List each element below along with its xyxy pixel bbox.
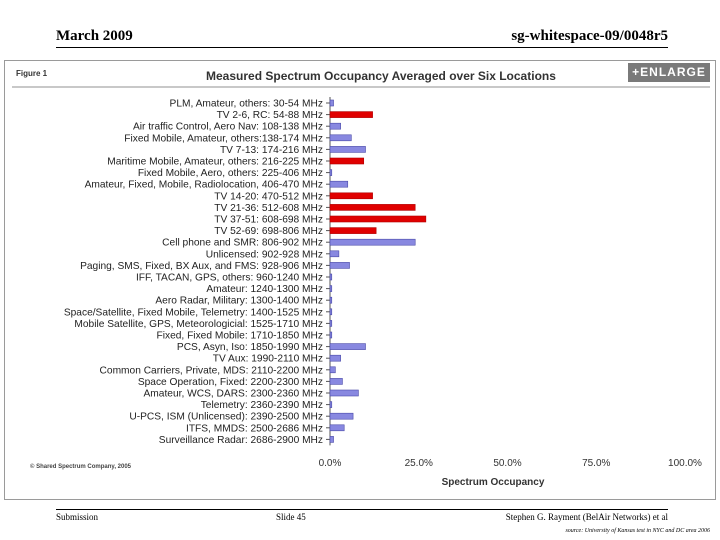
category-label: Aero Radar, Military: 1300-1400 MHz	[155, 296, 323, 307]
category-label: TV 2-6, RC: 54-88 MHz	[217, 110, 323, 121]
figure-frame	[4, 60, 716, 500]
bar	[329, 436, 334, 443]
copyright-text: © Shared Spectrum Company, 2005	[30, 464, 132, 470]
bar	[329, 192, 373, 200]
category-label: Space/Satellite, Fixed Mobile, Telemetry…	[64, 307, 323, 318]
category-label: TV 21-36: 512-608 MHz	[214, 203, 323, 214]
bar	[329, 250, 340, 258]
category-label: Amateur, Fixed, Mobile, Radiolocation, 4…	[85, 180, 323, 191]
category-label: U-PCS, ISM (Unlicensed): 2390-2500 MHz	[129, 412, 323, 423]
bar	[329, 389, 359, 397]
bar	[329, 424, 345, 432]
bar	[329, 122, 341, 130]
category-label: PLM, Amateur, others: 30-54 MHz	[170, 99, 323, 110]
category-label: Fixed, Fixed Mobile: 1710-1850 MHz	[157, 331, 323, 342]
header-doc-id: sg-whitespace-09/0048r5	[511, 28, 668, 44]
bar	[329, 204, 416, 211]
bar	[329, 215, 427, 223]
category-label: Fixed Mobile, Amateur, others:138-174 MH…	[124, 133, 323, 144]
enlarge-button[interactable]: +ENLARGE	[628, 63, 710, 82]
bar	[329, 273, 333, 281]
category-label: TV 7-13: 174-216 MHz	[220, 145, 323, 156]
bar	[329, 262, 350, 269]
bar	[329, 366, 336, 374]
bar	[329, 296, 333, 304]
footer-submission: Submission	[56, 512, 99, 522]
chart-title: Measured Spectrum Occupancy Averaged ove…	[206, 69, 556, 83]
bar	[329, 285, 333, 292]
bar	[329, 320, 333, 327]
bar	[329, 99, 334, 107]
category-label: Amateur: 1240-1300 MHz	[206, 284, 323, 295]
bar	[329, 157, 365, 165]
category-label: Mobile Satellite, GPS, Meteorologicial: …	[74, 319, 323, 330]
category-label: TV 14-20: 470-512 MHz	[214, 191, 323, 202]
x-tick-label: 25.0%	[405, 458, 433, 469]
footer-slide-number: Slide 45	[276, 512, 306, 522]
bar	[329, 227, 377, 234]
bar	[329, 378, 343, 385]
category-label: Space Operation, Fixed: 2200-2300 MHz	[138, 377, 323, 388]
bar	[329, 169, 333, 176]
bar	[329, 412, 354, 420]
x-tick-label: 0.0%	[319, 458, 342, 469]
title-rule	[12, 86, 710, 88]
bar	[329, 308, 333, 316]
category-label: Surveillance Radar: 2686-2900 MHz	[159, 435, 323, 446]
bar	[329, 238, 416, 246]
bar	[329, 146, 366, 153]
x-tick-label: 100.0%	[668, 458, 702, 469]
x-tick-label: 50.0%	[493, 458, 521, 469]
x-tick-label: 75.0%	[582, 458, 610, 469]
category-label: PCS, Asyn, Iso: 1850-1990 MHz	[177, 342, 323, 353]
category-label: Unlicensed: 902-928 MHz	[206, 249, 323, 260]
bar	[329, 331, 333, 339]
header-rule	[56, 47, 668, 48]
category-label: TV 37-51: 608-698 MHz	[214, 215, 323, 226]
category-label: Air traffic Control, Aero Nav: 108-138 M…	[133, 122, 323, 133]
category-label: Common Carriers, Private, MDS: 2110-2200…	[100, 365, 323, 376]
category-label: Amateur, WCS, DARS: 2300-2360 MHz	[144, 389, 323, 400]
category-label: IFF, TACAN, GPS, others: 960-1240 MHz	[136, 273, 323, 284]
category-label: TV Aux: 1990-2110 MHz	[213, 354, 323, 365]
bar	[329, 111, 373, 118]
bar	[329, 401, 333, 408]
x-axis-label: Spectrum Occupancy	[442, 477, 545, 488]
category-label: TV 52-69: 698-806 MHz	[214, 226, 323, 237]
footer-rule	[56, 509, 668, 510]
category-label: Maritime Mobile, Amateur, others: 216-22…	[107, 157, 323, 168]
bar	[329, 343, 366, 350]
footer-source: source: University of Kansas test in NYC…	[565, 528, 710, 534]
category-label: ITFS, MMDS: 2500-2686 MHz	[186, 423, 323, 434]
category-label: Fixed Mobile, Aero, others: 225-406 MHz	[138, 168, 323, 179]
category-label: Telemetry: 2360-2390 MHz	[201, 400, 323, 411]
bar	[329, 180, 349, 188]
footer-author: Stephen G. Rayment (BelAir Networks) et …	[505, 512, 668, 522]
category-label: Cell phone and SMR: 806-902 MHz	[162, 238, 323, 249]
category-label: Paging, SMS, Fixed, BX Aux, and FMS: 928…	[80, 261, 323, 272]
bar	[329, 134, 352, 142]
header-date: March 2009	[56, 28, 133, 44]
figure-label: Figure 1	[16, 69, 48, 78]
bar	[329, 354, 341, 362]
